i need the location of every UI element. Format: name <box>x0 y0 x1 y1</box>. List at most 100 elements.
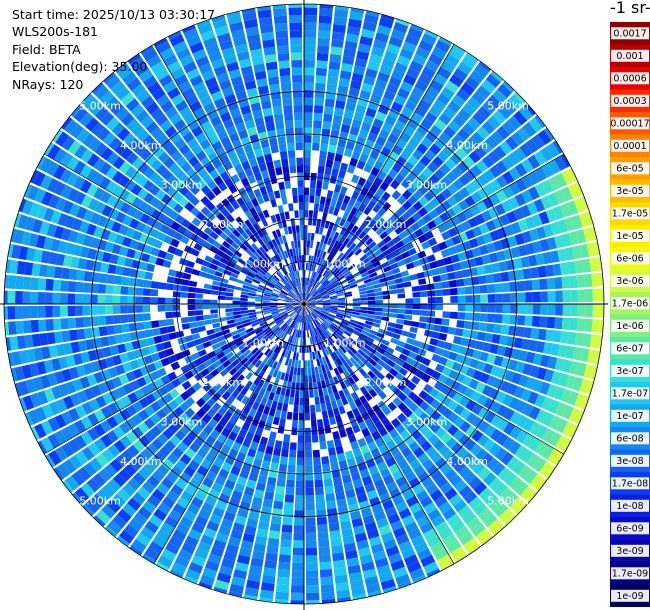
ppi-gate <box>298 195 304 203</box>
ppi-gate <box>306 322 309 331</box>
ppi-gate <box>445 359 455 369</box>
ppi-gate <box>45 305 53 318</box>
ppi-gate <box>349 401 357 411</box>
ppi-gate <box>310 232 315 241</box>
ppi-gate <box>232 333 241 340</box>
ppi-gate <box>368 379 377 389</box>
ppi-gate <box>308 210 314 218</box>
ppi-gate <box>370 326 380 332</box>
ppi-gate <box>304 338 307 346</box>
colorbar-tick-label: 6e-08 <box>616 433 643 444</box>
ppi-gate <box>184 407 196 419</box>
ppi-gate <box>525 304 533 315</box>
ppi-gate <box>324 347 330 356</box>
ppi-gate <box>108 366 119 378</box>
ppi-gate <box>464 438 477 451</box>
ppi-gate <box>97 305 106 315</box>
ppi-gate <box>283 502 294 511</box>
ppi-gate <box>348 572 363 582</box>
ppi-gate <box>112 285 121 295</box>
ppi-gate <box>281 158 289 167</box>
ppi-gate <box>225 455 236 466</box>
ppi-gate <box>175 478 188 490</box>
ppi-gate <box>272 313 280 318</box>
ppi-gate <box>22 276 32 290</box>
ppi-gate <box>472 462 486 476</box>
ppi-gate <box>373 478 385 490</box>
ppi-gate <box>261 346 269 354</box>
ppi-gate <box>152 534 167 548</box>
ppi-gate <box>367 333 377 340</box>
ppi-gate <box>347 564 361 575</box>
ppi-gate <box>342 344 350 352</box>
ppi-gate <box>119 421 131 435</box>
ppi-gate <box>457 295 466 303</box>
ppi-gate <box>211 342 221 351</box>
ppi-gate <box>433 439 445 451</box>
ppi-gate <box>487 304 496 313</box>
ppi-gate <box>347 376 356 386</box>
ppi-gate <box>397 298 406 304</box>
ppi-gate <box>174 429 186 441</box>
ppi-gate <box>157 297 166 304</box>
ppi-gate <box>231 490 243 501</box>
ppi-gate <box>321 332 327 340</box>
ppi-gate <box>347 385 355 395</box>
ppi-gate <box>323 113 333 123</box>
ppi-gate <box>405 452 417 464</box>
ppi-gate <box>54 331 63 344</box>
ppi-gate <box>162 392 174 404</box>
ppi-gate <box>123 463 137 477</box>
ppi-gate <box>359 468 370 479</box>
ppi-gate <box>412 304 421 310</box>
ppi-gate <box>198 483 211 495</box>
ppi-gate <box>419 291 428 298</box>
ppi-gate <box>293 305 301 309</box>
ppi-gate <box>324 330 331 338</box>
ppi-gate <box>442 533 458 547</box>
ppi-gate <box>315 343 320 352</box>
ppi-gate <box>200 354 210 363</box>
ppi-gate <box>322 308 330 312</box>
ppi-gate <box>386 326 395 333</box>
ppi-gate <box>346 457 357 467</box>
ppi-gate <box>191 555 206 567</box>
ppi-gate <box>367 370 376 379</box>
ppi-gate <box>280 322 287 330</box>
ppi-gate <box>266 415 274 424</box>
ppi-gate <box>555 402 567 417</box>
ppi-gate <box>284 373 290 382</box>
ppi-gate <box>483 397 495 410</box>
ppi-gate <box>107 478 121 493</box>
ppi-gate <box>356 321 365 327</box>
ppi-gate <box>122 332 132 343</box>
ppi-gate <box>411 429 423 441</box>
ppi-gate <box>476 265 486 276</box>
ppi-gate <box>313 359 318 368</box>
ppi-gate <box>350 365 359 374</box>
ppi-gate <box>465 399 477 412</box>
ppi-gate <box>98 273 108 284</box>
ppi-gate <box>392 407 402 418</box>
ppi-gate <box>308 202 314 211</box>
ppi-gate <box>415 334 424 342</box>
ppi-gate <box>340 372 348 381</box>
ppi-gate <box>15 306 23 320</box>
ppi-gate <box>545 329 555 342</box>
ppi-gate <box>310 321 315 329</box>
ppi-gate <box>184 535 199 548</box>
ppi-gate <box>333 319 341 325</box>
ppi-gate <box>453 499 467 513</box>
ppi-gate <box>562 304 571 316</box>
ppi-gate <box>517 315 526 326</box>
ppi-gate <box>376 485 388 497</box>
ppi-gate <box>52 292 61 304</box>
ppi-gate <box>493 482 508 497</box>
ring-label: 1.00km <box>324 337 366 350</box>
ppi-gate <box>529 421 542 436</box>
ppi-gate <box>135 287 144 296</box>
ppi-gate <box>315 304 323 306</box>
ppi-gate <box>468 496 483 510</box>
ppi-gate <box>312 351 316 360</box>
ppi-gate <box>497 418 509 432</box>
